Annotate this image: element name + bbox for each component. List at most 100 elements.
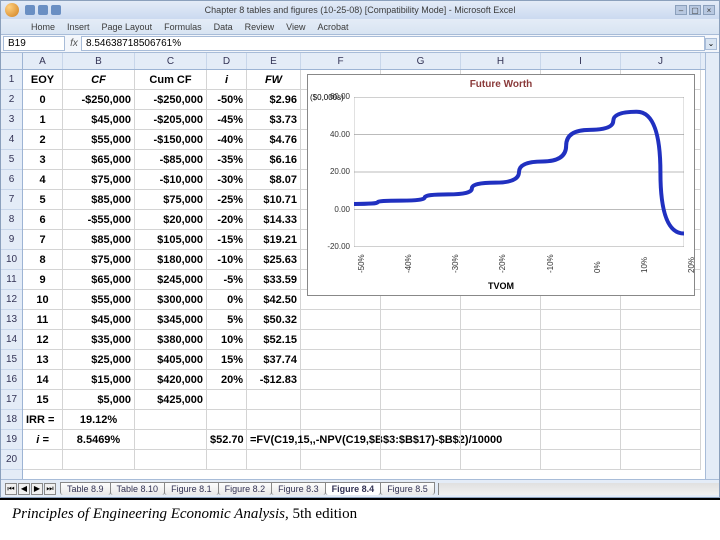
cell[interactable] — [247, 410, 301, 430]
cell[interactable]: 9 — [23, 270, 63, 290]
cell[interactable]: 6 — [23, 210, 63, 230]
cell[interactable]: $35,000 — [63, 330, 135, 350]
cell[interactable]: $10.71 — [247, 190, 301, 210]
cell[interactable]: 15 — [23, 390, 63, 410]
cell[interactable]: $33.59 — [247, 270, 301, 290]
cell[interactable] — [247, 390, 301, 410]
cell[interactable] — [301, 450, 381, 470]
cell[interactable]: -25% — [207, 190, 247, 210]
qat-undo-icon[interactable] — [38, 5, 48, 15]
ribbon-tab[interactable]: Home — [31, 22, 55, 32]
cell[interactable] — [301, 330, 381, 350]
office-button[interactable] — [5, 3, 19, 17]
cell[interactable]: 4 — [23, 170, 63, 190]
cell[interactable]: $4.76 — [247, 130, 301, 150]
ribbon-tab[interactable]: Data — [214, 22, 233, 32]
cell[interactable]: 1 — [23, 110, 63, 130]
col-header[interactable]: I — [541, 53, 621, 69]
cell[interactable]: $25.63 — [247, 250, 301, 270]
cell[interactable]: $75,000 — [63, 170, 135, 190]
cell[interactable] — [207, 390, 247, 410]
row-header[interactable]: 18 — [1, 410, 22, 430]
ribbon-tab[interactable]: Insert — [67, 22, 90, 32]
cell[interactable] — [381, 450, 461, 470]
minimize-button[interactable]: – — [675, 5, 687, 15]
cell[interactable] — [541, 410, 621, 430]
row-header[interactable]: 8 — [1, 210, 22, 230]
cell[interactable] — [301, 350, 381, 370]
maximize-button[interactable]: ▢ — [689, 5, 701, 15]
cell[interactable]: -5% — [207, 270, 247, 290]
formula-expand-icon[interactable]: ⌄ — [705, 38, 717, 50]
row-header[interactable]: 10 — [1, 250, 22, 270]
row-header[interactable]: 1 — [1, 70, 22, 90]
cell[interactable]: 10% — [207, 330, 247, 350]
cell[interactable]: FW — [247, 70, 301, 90]
col-header[interactable]: A — [23, 53, 63, 69]
ribbon-tab[interactable]: Acrobat — [317, 22, 348, 32]
close-button[interactable]: × — [703, 5, 715, 15]
cell[interactable]: $55,000 — [63, 130, 135, 150]
cell[interactable] — [23, 450, 63, 470]
cell[interactable]: EOY — [23, 70, 63, 90]
cell[interactable]: $85,000 — [63, 230, 135, 250]
cell[interactable]: $37.74 — [247, 350, 301, 370]
cell[interactable] — [541, 310, 621, 330]
cell[interactable]: $50.32 — [247, 310, 301, 330]
cell[interactable] — [381, 370, 461, 390]
cell[interactable]: $20,000 — [135, 210, 207, 230]
row-header[interactable]: 17 — [1, 390, 22, 410]
cell[interactable]: $405,000 — [135, 350, 207, 370]
cell[interactable]: 8.5469% — [63, 430, 135, 450]
row-header[interactable]: 20 — [1, 450, 22, 470]
col-header[interactable]: G — [381, 53, 461, 69]
cell[interactable]: -45% — [207, 110, 247, 130]
cell[interactable] — [461, 370, 541, 390]
row-header[interactable]: 7 — [1, 190, 22, 210]
cell[interactable] — [621, 390, 701, 410]
cell[interactable]: $42.50 — [247, 290, 301, 310]
cell[interactable]: -40% — [207, 130, 247, 150]
row-header[interactable]: 3 — [1, 110, 22, 130]
cell[interactable] — [621, 450, 701, 470]
cell[interactable]: -35% — [207, 150, 247, 170]
cell[interactable]: 20% — [207, 370, 247, 390]
horizontal-scrollbar[interactable] — [438, 483, 719, 495]
cell[interactable]: $52.15 — [247, 330, 301, 350]
cell[interactable] — [621, 430, 701, 450]
cell[interactable]: $420,000 — [135, 370, 207, 390]
cell[interactable] — [621, 350, 701, 370]
cell[interactable]: Cum CF — [135, 70, 207, 90]
cell[interactable]: $75,000 — [135, 190, 207, 210]
cell[interactable] — [207, 410, 247, 430]
cell[interactable] — [621, 330, 701, 350]
row-header[interactable]: 11 — [1, 270, 22, 290]
sheet-tab[interactable]: Table 8.10 — [110, 482, 166, 495]
select-all-corner[interactable] — [1, 53, 22, 70]
cell[interactable]: 0% — [207, 290, 247, 310]
col-header[interactable]: C — [135, 53, 207, 69]
cell[interactable]: $300,000 — [135, 290, 207, 310]
cell[interactable] — [247, 450, 301, 470]
cell[interactable]: -50% — [207, 90, 247, 110]
col-header[interactable]: E — [247, 53, 301, 69]
cell[interactable]: -$250,000 — [135, 90, 207, 110]
cell[interactable]: -$10,000 — [135, 170, 207, 190]
cell[interactable]: 19.12% — [63, 410, 135, 430]
cell[interactable]: $55,000 — [63, 290, 135, 310]
cell[interactable]: $6.16 — [247, 150, 301, 170]
cell[interactable] — [621, 410, 701, 430]
cell[interactable]: 8 — [23, 250, 63, 270]
cell[interactable] — [135, 430, 207, 450]
cell[interactable] — [541, 390, 621, 410]
name-box[interactable]: B19 — [3, 36, 65, 51]
formula-input[interactable]: 8.54638718506761% — [81, 36, 705, 51]
cell[interactable]: 12 — [23, 330, 63, 350]
cell[interactable]: $19.21 — [247, 230, 301, 250]
cell[interactable]: 7 — [23, 230, 63, 250]
cell[interactable]: -$205,000 — [135, 110, 207, 130]
cell[interactable] — [461, 310, 541, 330]
cell[interactable]: CF — [63, 70, 135, 90]
sheet-tab[interactable]: Figure 8.2 — [218, 482, 273, 495]
cell[interactable]: 15% — [207, 350, 247, 370]
